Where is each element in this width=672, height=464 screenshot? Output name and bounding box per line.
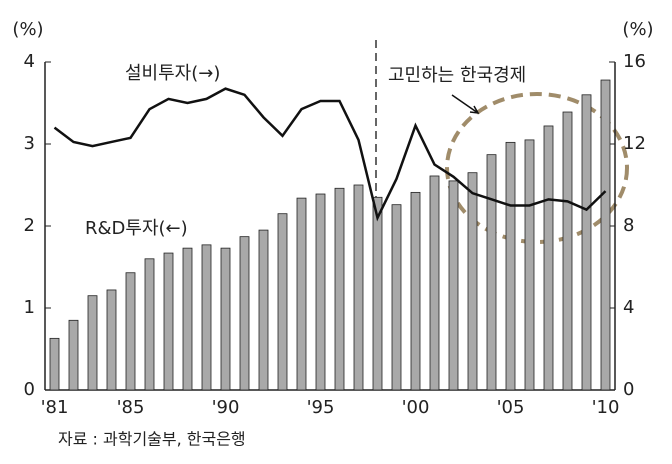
bar bbox=[391, 204, 402, 391]
callout: 고민하는 한국경제 bbox=[388, 65, 526, 86]
bar bbox=[334, 187, 345, 391]
y2-tick-label: 16 bbox=[623, 51, 646, 72]
y2-tick-label: 12 bbox=[623, 133, 646, 154]
bar bbox=[410, 191, 421, 391]
bar bbox=[163, 252, 174, 391]
bar bbox=[201, 244, 212, 391]
bar bbox=[296, 197, 307, 391]
bar bbox=[106, 289, 117, 391]
left-unit: (%) bbox=[12, 19, 43, 40]
bar bbox=[239, 236, 250, 391]
y2-tick-label: 4 bbox=[623, 297, 634, 318]
line bbox=[53, 87, 607, 222]
arrow bbox=[451, 94, 480, 114]
bar bbox=[182, 247, 193, 391]
bar bbox=[543, 125, 554, 391]
bar bbox=[68, 319, 79, 391]
line-annotation: 설비투자(→) bbox=[125, 63, 220, 84]
x-tick-label: '85 bbox=[117, 397, 145, 418]
highlight bbox=[445, 92, 629, 244]
bar bbox=[277, 213, 288, 391]
bar bbox=[467, 172, 478, 391]
x-tick-label: '10 bbox=[592, 397, 620, 418]
bar bbox=[524, 139, 535, 391]
bar-annotation: R&D투자(←) bbox=[85, 218, 188, 239]
y2-tick-label: 0 bbox=[623, 379, 634, 400]
bar bbox=[600, 79, 611, 391]
bar bbox=[49, 337, 60, 391]
bar bbox=[125, 272, 136, 391]
x-tick-label: '90 bbox=[212, 397, 240, 418]
bar bbox=[505, 141, 516, 391]
x-tick-label: '05 bbox=[497, 397, 525, 418]
bar bbox=[220, 247, 231, 391]
y-tick-label: 1 bbox=[24, 297, 35, 318]
y-tick-label: 0 bbox=[24, 379, 35, 400]
y-tick-label: 2 bbox=[24, 215, 35, 236]
bar bbox=[144, 258, 155, 391]
bar bbox=[87, 295, 98, 391]
right-unit: (%) bbox=[622, 19, 653, 40]
x-tick-label: '81 bbox=[41, 397, 69, 418]
bar bbox=[486, 154, 497, 391]
x-tick-label: '95 bbox=[307, 397, 335, 418]
bar bbox=[258, 229, 269, 391]
x-tick-label: '00 bbox=[402, 397, 430, 418]
bar bbox=[315, 193, 326, 391]
source: 자료 : 과학기술부, 한국은행 bbox=[58, 430, 246, 449]
bar bbox=[353, 184, 364, 391]
bar bbox=[429, 175, 440, 391]
bar bbox=[562, 111, 573, 391]
bar bbox=[372, 196, 383, 391]
bar bbox=[581, 94, 592, 391]
y-tick-label: 4 bbox=[24, 51, 35, 72]
bar bbox=[448, 180, 459, 391]
y-tick-label: 3 bbox=[24, 133, 35, 154]
y2-tick-label: 8 bbox=[623, 215, 634, 236]
